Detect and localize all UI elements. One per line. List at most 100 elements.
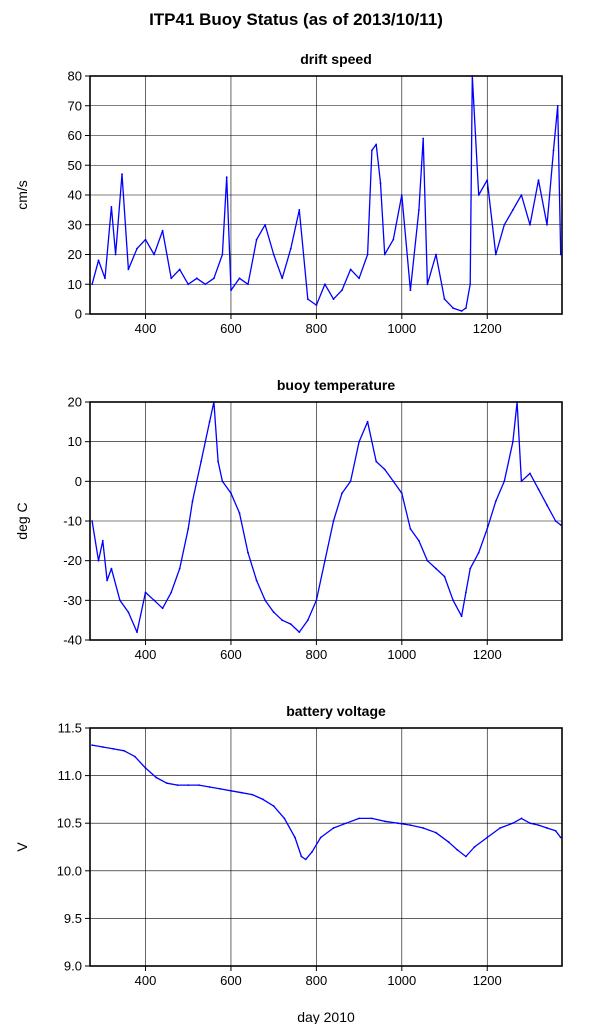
data-point	[358, 440, 360, 443]
data-point	[452, 599, 454, 602]
data-point	[191, 500, 194, 503]
data-point	[435, 567, 437, 570]
data-point	[311, 850, 313, 853]
data-point	[469, 283, 472, 286]
series-line	[91, 401, 562, 633]
data-point	[123, 749, 126, 752]
x-tick-label: 800	[306, 973, 328, 988]
y-tick-label: 10.5	[57, 816, 82, 831]
data-point	[447, 841, 450, 844]
data-point	[559, 253, 562, 256]
y-tick-label: 20	[68, 247, 82, 262]
data-point	[546, 504, 548, 506]
data-point	[400, 194, 403, 196]
y-tick-label: 0	[75, 474, 82, 489]
data-point	[97, 559, 100, 562]
panel-title: buoy temperature	[277, 377, 395, 393]
data-point	[230, 789, 232, 792]
y-tick-label: 10	[68, 277, 82, 292]
data-point	[294, 836, 296, 839]
data-point	[392, 480, 395, 483]
data-point	[298, 209, 301, 211]
x-tick-label: 600	[220, 973, 242, 988]
x-tick-label: 1200	[473, 647, 502, 662]
data-point	[512, 440, 514, 443]
panel-title: battery voltage	[286, 703, 386, 719]
data-point	[556, 104, 559, 107]
plot-frame	[89, 727, 563, 967]
data-point	[91, 283, 93, 286]
data-point	[503, 223, 506, 226]
panel-title: drift speed	[300, 51, 372, 67]
data-point	[477, 551, 480, 554]
data-point	[392, 238, 395, 241]
data-point	[379, 182, 382, 185]
x-tick-label: 400	[135, 321, 157, 336]
data-point	[426, 283, 429, 286]
data-point	[460, 310, 463, 312]
data-point	[208, 420, 211, 423]
y-tick-label: -40	[63, 633, 82, 648]
x-tick-label: 1000	[387, 321, 416, 336]
y-tick-label: 0	[75, 307, 82, 322]
data-point	[264, 223, 266, 226]
x-tick-label: 600	[220, 647, 242, 662]
data-point	[112, 748, 115, 750]
data-point	[375, 143, 378, 146]
data-point	[110, 206, 113, 208]
data-point	[101, 746, 104, 748]
data-point	[166, 782, 168, 785]
data-point	[477, 194, 480, 196]
data-point	[281, 277, 284, 280]
data-point	[272, 805, 275, 807]
data-point	[289, 623, 292, 625]
data-point	[306, 619, 309, 622]
data-point	[127, 268, 130, 271]
panel-2: 400 600 800 1000 1200 -40 -30 -20 -10 0 10 20 buoy t…	[14, 377, 563, 662]
data-point	[289, 247, 292, 250]
y-tick-label: 80	[68, 69, 82, 84]
data-point	[486, 179, 489, 182]
data-point	[520, 194, 523, 196]
data-point	[460, 615, 463, 618]
y-tick-label: 9.5	[64, 911, 82, 926]
x-axis-label: day 2010	[297, 1009, 355, 1024]
data-point	[119, 599, 121, 602]
data-point	[91, 744, 93, 746]
y-tick-label: 60	[68, 128, 82, 143]
data-point	[443, 298, 446, 300]
data-point	[375, 460, 378, 463]
data-point	[272, 611, 275, 614]
data-point	[486, 528, 489, 530]
data-point	[371, 817, 373, 820]
y-tick-label: -30	[63, 593, 82, 608]
y-tick-label: 40	[68, 188, 82, 203]
y-tick-label: 70	[68, 98, 82, 113]
data-point	[341, 289, 343, 292]
data-point	[324, 283, 326, 286]
data-point	[187, 283, 190, 286]
data-point	[91, 520, 93, 522]
data-point	[170, 591, 173, 594]
data-point	[332, 298, 335, 300]
data-point	[255, 238, 258, 241]
data-point	[552, 149, 555, 152]
data-point	[187, 784, 190, 786]
data-point	[101, 539, 104, 542]
data-point	[262, 798, 264, 801]
x-tick-label: 800	[306, 321, 328, 336]
data-point	[383, 253, 386, 256]
data-point	[537, 824, 540, 826]
data-point	[281, 619, 284, 622]
y-axis-label: V	[14, 842, 30, 852]
data-point	[554, 829, 557, 832]
data-point	[529, 223, 531, 226]
data-point	[304, 858, 307, 861]
data-point	[187, 528, 190, 530]
y-tick-label: -20	[63, 553, 82, 568]
data-point	[465, 591, 467, 594]
data-point	[358, 277, 360, 280]
y-tick-label: 10.0	[57, 863, 82, 878]
data-point	[144, 767, 147, 769]
data-point	[546, 827, 548, 829]
